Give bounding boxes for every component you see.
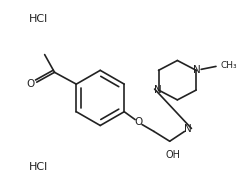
Text: N: N: [184, 125, 191, 134]
Text: O: O: [27, 79, 35, 89]
Text: CH₃: CH₃: [221, 61, 238, 70]
Text: N: N: [154, 85, 161, 95]
Text: O: O: [134, 117, 142, 127]
Text: OH: OH: [165, 150, 180, 160]
Text: HCl: HCl: [29, 162, 48, 172]
Text: HCl: HCl: [29, 14, 48, 24]
Text: N: N: [193, 65, 201, 75]
